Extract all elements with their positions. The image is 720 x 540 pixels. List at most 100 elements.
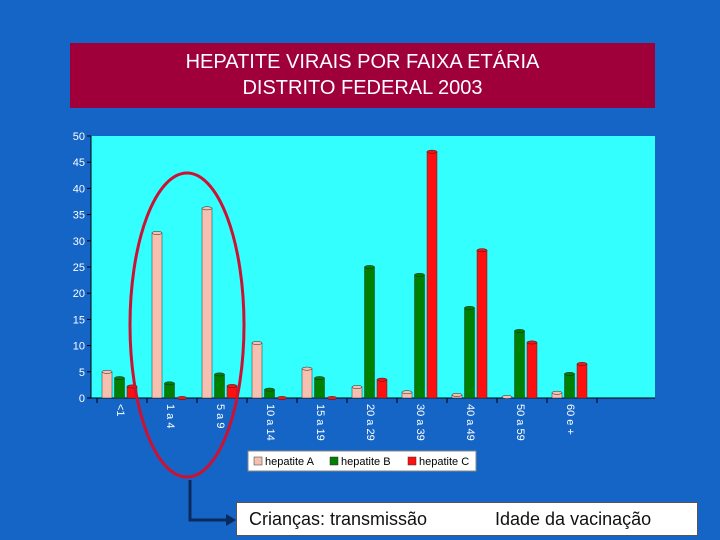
bar-cap [164, 381, 175, 386]
bar-cap [101, 369, 113, 374]
bar-hepatite-C [376, 377, 388, 399]
y-tick-label: 5 [79, 367, 85, 379]
bar-hepatite-B [264, 387, 275, 399]
bar-hepatite-A [301, 366, 313, 399]
bar-hepatite-B [314, 376, 325, 399]
bar-cap [326, 396, 338, 400]
bar-cap [376, 377, 388, 382]
x-tick-label: 60 e + [564, 404, 576, 435]
y-tick-label: 15 [73, 314, 85, 326]
title-line-1: HEPATITE VIRAIS POR FAIXA ETÁRIA [185, 51, 540, 73]
bar-hepatite-A-face [101, 371, 113, 399]
annotation-vaccination-age: Idade da vacinação [495, 509, 652, 529]
bar-cap [251, 341, 263, 345]
bar-hepatite-A [551, 390, 563, 399]
arrow-line [188, 480, 228, 522]
y-tick-label: 30 [73, 236, 85, 248]
bar-hepatite-B-face [114, 377, 125, 399]
bar-hepatite-B [114, 376, 125, 399]
bar-hepatite-B-face [464, 307, 475, 399]
bar-hepatite-B [414, 273, 425, 399]
bar-cap [301, 366, 313, 371]
bar-hepatite-A-face [151, 232, 163, 399]
bar-hepatite-A [251, 341, 263, 399]
x-tick-label: 30 a 39 [414, 404, 426, 441]
legend-swatch [253, 456, 263, 466]
bar-cap [476, 248, 488, 253]
title-line-2: DISTRITO FEDERAL 2003 [242, 77, 483, 99]
bar-hepatite-B-face [164, 383, 175, 399]
bar-hepatite-C-face [376, 379, 388, 399]
bar-cap [114, 376, 125, 380]
bar-hepatite-C [276, 396, 288, 400]
bar-cap [464, 306, 475, 310]
x-tick-label: 10 a 14 [264, 404, 276, 441]
bar-hepatite-B-face [214, 374, 225, 399]
legend-swatch [407, 456, 417, 466]
x-tick-label: 20 a 29 [364, 404, 376, 441]
bar-hepatite-B [564, 372, 575, 399]
arrow-head [226, 514, 236, 526]
legend [247, 450, 477, 472]
annotation-box: Crianças: transmissão Idade da vacinação [236, 502, 698, 536]
bar-cap [551, 390, 563, 395]
highlight-ellipse [128, 171, 246, 479]
bar-cap [151, 231, 163, 235]
y-tick-label: 40 [73, 183, 85, 195]
bar-hepatite-C [176, 396, 188, 400]
bar-hepatite-B-face [414, 274, 425, 399]
bar-hepatite-A [201, 206, 213, 399]
bar-cap [426, 149, 438, 154]
legend-label: hepatite B [341, 456, 391, 468]
bar-cap [564, 372, 575, 376]
bar-hepatite-A-face [251, 342, 263, 399]
bar-cap [501, 395, 513, 399]
bar-cap [526, 340, 538, 345]
bar-cap [451, 393, 463, 397]
bar-hepatite-B-face [364, 266, 375, 399]
bar-cap [414, 273, 425, 277]
bar-cap [576, 362, 588, 366]
bar-hepatite-A [351, 385, 363, 399]
annotation-children-transmission: Crianças: transmissão [249, 509, 428, 529]
bar-hepatite-A [151, 231, 163, 399]
bar-hepatite-C-face [426, 151, 438, 399]
bar-cap [364, 265, 375, 269]
bar-cap [264, 387, 275, 392]
x-tick-label: 1 a 4 [164, 404, 176, 428]
bar-hepatite-C [576, 362, 588, 399]
y-tick-label: 25 [73, 262, 85, 274]
bar-cap [276, 396, 288, 400]
bar-cap [214, 372, 225, 377]
x-tick-label: 5 a 9 [214, 404, 226, 428]
bar-hepatite-A-face [301, 368, 313, 399]
legend-swatch [329, 456, 339, 466]
bar-cap [176, 396, 188, 400]
legend-label: hepatite C [419, 456, 469, 468]
bar-hepatite-B-face [564, 373, 575, 399]
bar-hepatite-B [364, 265, 375, 399]
bar-cap [226, 384, 238, 388]
bar-hepatite-A [401, 390, 413, 399]
y-tick-label: 50 [73, 131, 85, 143]
y-tick-label: 0 [79, 393, 85, 405]
bar-hepatite-A [501, 395, 513, 399]
bar-hepatite-C [226, 384, 238, 399]
bar-hepatite-B [164, 381, 175, 399]
bar-hepatite-B [464, 306, 475, 399]
bar-hepatite-A [451, 393, 463, 399]
bar-hepatite-A-face [201, 208, 213, 399]
bar-hepatite-B-face [514, 330, 525, 399]
bar-cap [314, 376, 325, 380]
y-tick-label: 45 [73, 157, 85, 169]
bar-cap [514, 329, 525, 333]
legend-label: hepatite A [265, 456, 315, 468]
bar-hepatite-C-face [476, 249, 488, 399]
y-tick-label: 35 [73, 210, 85, 222]
bar-hepatite-B-face [314, 377, 325, 399]
bar-cap [351, 385, 363, 389]
bar-hepatite-C [426, 149, 438, 399]
chart-title: HEPATITE VIRAIS POR FAIXA ETÁRIA DISTRIT… [70, 43, 655, 108]
bar-hepatite-B [214, 372, 225, 399]
